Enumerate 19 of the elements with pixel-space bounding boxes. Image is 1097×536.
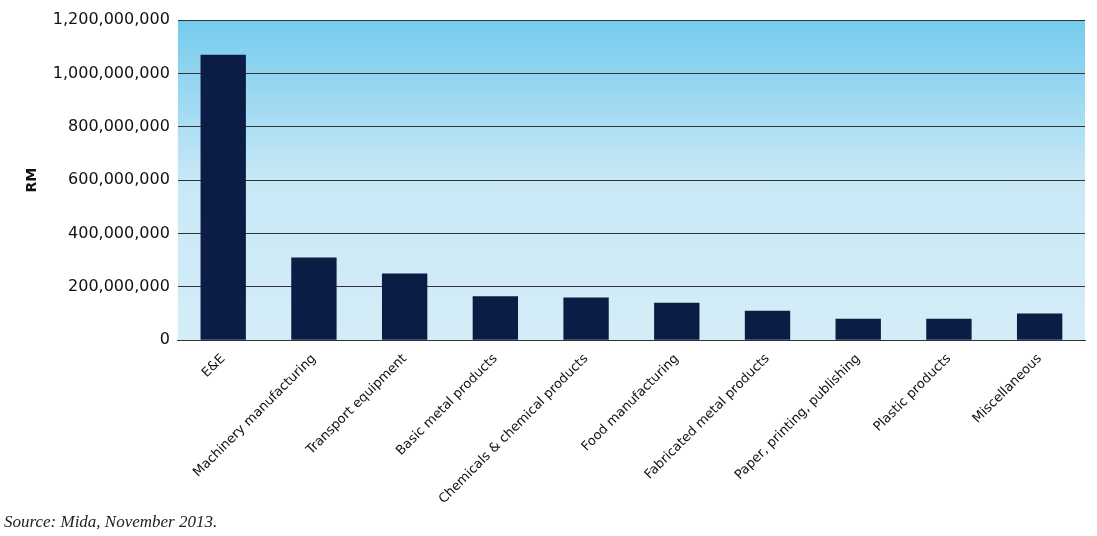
bar — [200, 54, 246, 340]
bar — [291, 257, 337, 340]
y-tick-label: 1,000,000,000 — [52, 62, 170, 82]
bar — [835, 318, 881, 340]
source-note: Source: Mida, November 2013. — [4, 512, 218, 532]
bar — [926, 318, 972, 340]
bar — [654, 302, 700, 340]
bar — [563, 297, 609, 340]
bar — [381, 273, 428, 340]
y-tick-label: 800,000,000 — [68, 115, 170, 135]
y-tick-label: 200,000,000 — [68, 275, 170, 295]
y-tick-label: 400,000,000 — [68, 222, 170, 242]
bar — [472, 296, 519, 340]
y-axis-title: RM — [23, 167, 40, 193]
y-tick-label: 0 — [159, 329, 170, 349]
bar — [744, 310, 791, 340]
bar — [1016, 313, 1063, 340]
y-tick-label: 600,000,000 — [68, 169, 170, 189]
y-tick-label: 1,200,000,000 — [52, 9, 170, 29]
